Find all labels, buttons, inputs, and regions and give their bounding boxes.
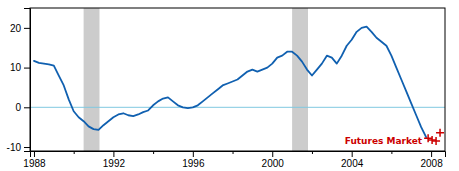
- x-axis: 1988 1992 1996 2000 2004 2008: [23, 151, 445, 169]
- tick-mark: [24, 147, 30, 148]
- tick-label: 2008: [420, 158, 443, 169]
- point: [424, 134, 432, 142]
- minor-tick: [233, 151, 234, 154]
- tick-mark: [431, 151, 432, 157]
- frame: [30, 8, 445, 151]
- minor-tick: [153, 151, 154, 154]
- tick-label: 1992: [103, 158, 126, 169]
- tick-label: 0: [15, 102, 21, 113]
- tick: 20: [10, 23, 30, 34]
- tick-label: 1988: [23, 158, 46, 169]
- tick-mark: [272, 151, 273, 157]
- tick-mark: [233, 151, 234, 154]
- tick-mark: [24, 28, 30, 29]
- tick: 2004: [341, 151, 364, 169]
- tick-mark: [24, 68, 30, 69]
- tick: 2000: [262, 151, 285, 169]
- tick-mark: [74, 151, 75, 154]
- tick-label: 10: [10, 62, 22, 73]
- point: [436, 129, 444, 137]
- reference-line: [30, 107, 445, 108]
- chart: 1988 1992 1996 2000 2004 2008 -10 0 10 20 Futures …: [0, 0, 459, 171]
- minor-tick: [312, 151, 313, 154]
- tick: 1996: [182, 151, 205, 169]
- point: [428, 136, 436, 144]
- marks: [30, 8, 445, 151]
- y-axis: -10 0 10 20: [7, 9, 31, 153]
- tick-mark: [352, 151, 353, 157]
- x-minor-ticks: [74, 151, 392, 154]
- axis-line: [31, 152, 446, 158]
- tick-label: 2004: [341, 158, 364, 169]
- tick-mark: [113, 151, 114, 157]
- tick: 1992: [103, 151, 126, 169]
- tick: 1988: [23, 151, 46, 169]
- tick-mark: [34, 151, 35, 157]
- tick: -10: [7, 142, 30, 153]
- annotation: Futures Market: [345, 136, 423, 146]
- tick: 0: [15, 102, 30, 113]
- minor-tick: [74, 151, 75, 154]
- tick-mark: [391, 151, 392, 154]
- minor-tick: [391, 151, 392, 154]
- tick-label: 20: [10, 23, 22, 34]
- tick: 2008: [420, 151, 443, 169]
- point: [432, 137, 440, 145]
- tick-mark: [153, 151, 154, 154]
- tick-label: 2000: [262, 158, 285, 169]
- tick-label: -10: [7, 142, 22, 153]
- tick: 10: [10, 62, 30, 73]
- tick-mark: [312, 151, 313, 154]
- plot: 1988 1992 1996 2000 2004 2008 -10 0 10 20 Futures …: [7, 8, 446, 169]
- tick-mark: [24, 107, 30, 108]
- line: [34, 27, 426, 137]
- tick-mark: [193, 151, 194, 157]
- recession-band: [292, 8, 308, 151]
- axis-line: [24, 9, 31, 152]
- tick-label: 1996: [182, 158, 205, 169]
